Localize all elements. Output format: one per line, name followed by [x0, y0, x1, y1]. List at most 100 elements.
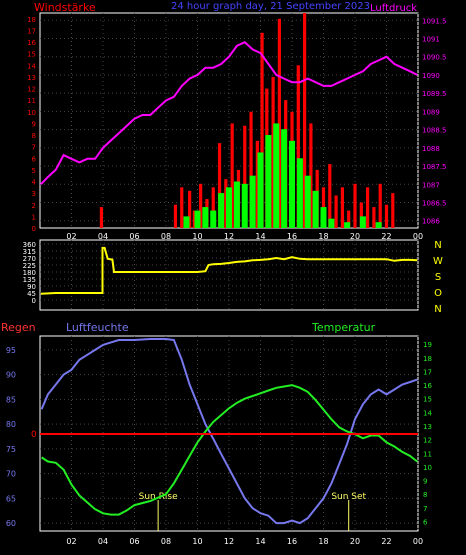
- gust-bar: [378, 183, 382, 228]
- x-tick-label: 00: [413, 537, 423, 546]
- pressure-tick-label: 1088.5: [422, 127, 447, 135]
- average-bar: [344, 222, 351, 228]
- x-tick-label: 10: [192, 537, 202, 546]
- gust-bar: [173, 204, 178, 228]
- average-bar: [233, 181, 240, 228]
- temperature-tick-label: 6: [423, 518, 428, 526]
- temperature-tick-label: 10: [423, 464, 432, 472]
- wind-tick-label: 15: [27, 51, 36, 59]
- pressure-tick-label: 1091.5: [422, 17, 447, 25]
- gust-bar: [211, 187, 215, 228]
- temperature-tick-label: 18: [423, 355, 432, 363]
- pressure-tick-label: 1088: [422, 145, 440, 153]
- x-tick-label: 22: [381, 232, 391, 241]
- gust-bar: [384, 204, 389, 228]
- average-bar: [304, 175, 311, 228]
- gust-bar: [224, 179, 228, 228]
- average-bar: [320, 207, 327, 228]
- average-bar: [328, 218, 335, 228]
- humidity-tick-label: 95: [6, 346, 16, 355]
- humidity-tick-label: 80: [6, 420, 16, 429]
- average-bar: [249, 175, 256, 228]
- gust-bar: [243, 125, 247, 228]
- x-tick-label: 14: [255, 232, 265, 241]
- temperature-tick-label: 17: [423, 368, 432, 376]
- pressure-tick-label: 1091: [422, 36, 440, 44]
- gust-bar: [309, 123, 313, 228]
- direction-tick-label: 270: [23, 255, 36, 263]
- gust-bar: [328, 164, 332, 228]
- wind-tick-label: 5: [32, 167, 36, 175]
- gust-bar: [277, 18, 281, 229]
- compass-label: N: [434, 304, 441, 315]
- average-bar: [265, 135, 272, 228]
- direction-tick-label: 315: [23, 248, 36, 256]
- average-bar: [359, 216, 366, 228]
- x-tick-label: 18: [318, 537, 328, 546]
- average-bar: [273, 123, 280, 228]
- sunset-label: Sun Set: [331, 492, 366, 502]
- gust-bar: [260, 32, 264, 228]
- wind-tick-label: 1: [32, 213, 36, 221]
- average-bar: [210, 210, 217, 228]
- chart-title: 24 hour graph day, 21 September 2023: [171, 1, 370, 12]
- wind-tick-label: 7: [32, 144, 36, 152]
- x-tick-label: 04: [98, 232, 108, 241]
- humidity-tick-label: 60: [6, 519, 16, 528]
- direction-tick-label: 45: [27, 290, 36, 298]
- wind-bars: [99, 13, 395, 229]
- average-bar: [312, 190, 319, 228]
- temperature-tick-label: 12: [423, 437, 432, 445]
- x-tick-label: 20: [350, 537, 360, 546]
- gust-bar: [353, 183, 357, 228]
- gust-bar: [180, 187, 184, 228]
- pressure-tick-label: 1087.5: [422, 163, 447, 171]
- temperature-tick-label: 14: [423, 409, 432, 417]
- wind-direction-line: [40, 246, 418, 295]
- x-tick-label: 22: [381, 537, 391, 546]
- average-bar: [226, 187, 232, 228]
- humidity-tick-label: 90: [6, 371, 16, 380]
- x-tick-label: 06: [129, 232, 139, 241]
- compass-label: N: [434, 240, 441, 251]
- wind-tick-label: 16: [27, 39, 36, 47]
- rain-value-label: 0: [31, 430, 37, 440]
- wind-tick-label: 11: [27, 97, 36, 105]
- pressure-tick-label: 1090: [422, 72, 440, 80]
- x-tick-label: 02: [66, 232, 76, 241]
- average-bar: [296, 158, 303, 228]
- pressure-tick-label: 1086.5: [422, 199, 447, 207]
- wind-tick-label: 12: [27, 86, 36, 94]
- direction-tick-label: 225: [23, 262, 36, 270]
- gust-bar: [192, 210, 196, 228]
- x-tick-label: 16: [287, 537, 297, 546]
- gust-bar: [359, 202, 363, 228]
- wind-tick-label: 3: [32, 190, 36, 198]
- gust-bar: [199, 183, 203, 228]
- humidity-tick-label: 65: [6, 494, 16, 503]
- x-tick-label: 00: [413, 232, 423, 241]
- pressure-axis-label: Luftdruck: [370, 3, 417, 14]
- x-tick-label: 12: [224, 232, 234, 241]
- wind-tick-label: 8: [32, 132, 36, 140]
- wind-axis-label: Windstärke: [34, 1, 96, 14]
- compass-label: S: [435, 272, 441, 283]
- x-tick-label: 16: [287, 232, 297, 241]
- direction-tick-label: 0: [32, 297, 36, 305]
- humidity-tick-label: 85: [6, 395, 16, 404]
- temperature-tick-label: 16: [423, 382, 432, 390]
- compass-label: W: [433, 256, 443, 267]
- temperature-tick-label: 7: [423, 505, 427, 513]
- gust-bar: [188, 190, 192, 228]
- pressure-tick-label: 1089.5: [422, 90, 447, 98]
- x-tick-label: 02: [66, 537, 76, 546]
- gust-bar: [340, 187, 344, 228]
- average-bar: [375, 222, 382, 228]
- wind-tick-label: 0: [32, 225, 36, 233]
- pressure-axis-ticks: 1086 1086.5 1087 1087.5 1088 1088.5 1089 1089.5…: [422, 17, 447, 225]
- pressure-line: [40, 41, 418, 185]
